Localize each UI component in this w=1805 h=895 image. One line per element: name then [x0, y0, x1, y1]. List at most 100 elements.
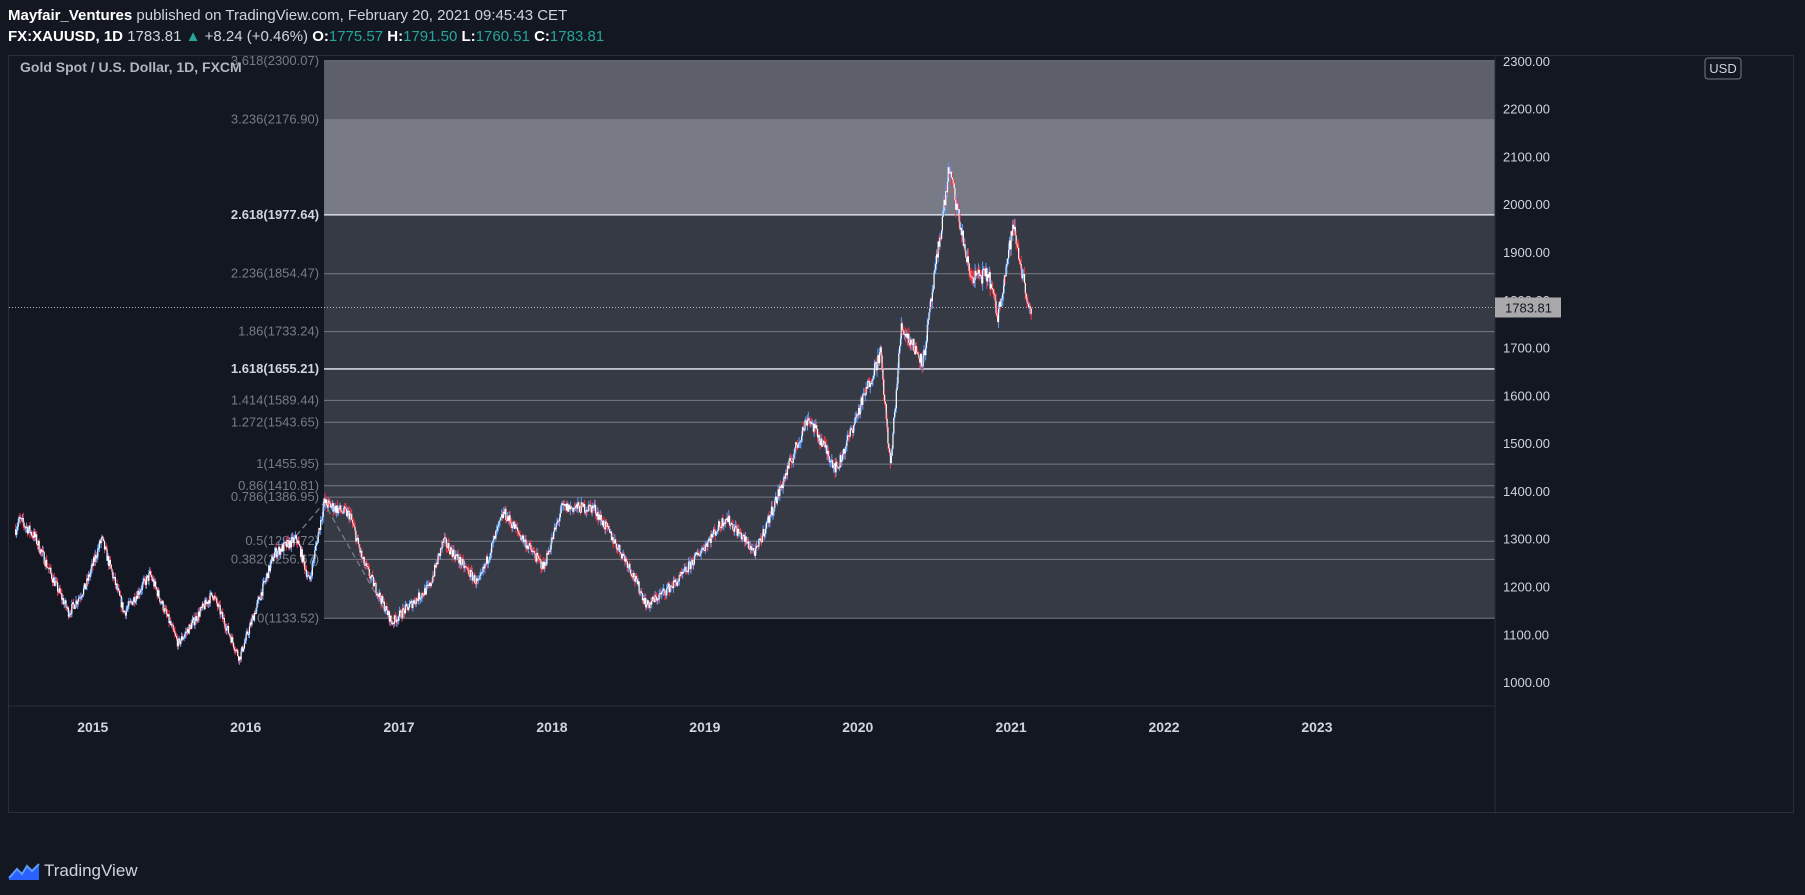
candle-body	[855, 417, 857, 419]
candle-body	[208, 600, 210, 604]
candle-body	[523, 540, 525, 543]
candle-body	[135, 595, 137, 601]
candle-body	[264, 580, 266, 582]
candle-body	[307, 575, 309, 577]
candle-body	[886, 418, 888, 428]
candle-body	[869, 383, 871, 387]
candle-body	[514, 524, 516, 529]
candle-body	[687, 570, 689, 572]
candle-body	[269, 563, 272, 572]
candle-body	[20, 517, 22, 519]
currency-label[interactable]: USD	[1709, 61, 1736, 76]
candle-body	[99, 540, 101, 544]
candle-body	[118, 588, 120, 591]
candle-body	[1005, 266, 1007, 277]
candle-body	[567, 503, 569, 512]
candle-body	[760, 540, 763, 543]
candle-body	[421, 593, 423, 598]
candle-body	[685, 567, 687, 572]
symbol-label[interactable]: FX:XAUUSD, 1D	[8, 28, 124, 45]
candle-body	[961, 227, 963, 236]
candle-body	[1016, 243, 1018, 245]
candle-body	[139, 592, 141, 595]
candle-body	[902, 329, 904, 331]
candle-body	[414, 603, 416, 605]
candle-body	[774, 500, 776, 508]
candle-body	[1028, 306, 1031, 308]
candle-body	[844, 448, 846, 454]
candle-body	[617, 547, 619, 550]
candle-body	[897, 368, 899, 384]
candle-body	[146, 575, 148, 577]
candle-body	[319, 528, 321, 530]
candle-body	[912, 338, 914, 345]
candle-body	[361, 557, 364, 559]
fibonacci-extension[interactable]: 3.618(2300.07) 3.236(2176.90) 2.618(1977.6…	[231, 56, 1495, 625]
candle-body	[599, 515, 602, 520]
candle-body	[358, 544, 360, 548]
candle-body	[108, 555, 110, 567]
candle-body	[883, 394, 886, 402]
candle-body	[565, 504, 567, 511]
candle-body	[497, 523, 499, 527]
candle-body	[1006, 263, 1008, 267]
candle-body	[992, 287, 994, 290]
candle-body	[658, 594, 660, 600]
author-link[interactable]: Mayfair_Ventures	[8, 7, 133, 24]
candle-body	[941, 216, 944, 231]
candle-body	[177, 639, 179, 647]
candle-body	[87, 578, 89, 581]
price-axis[interactable]: 1000.00 1100.00 1200.00 1300.00 1400.00 1500.…	[1494, 56, 1561, 814]
candle-body	[806, 419, 809, 426]
candle-body	[785, 473, 788, 476]
candle-body	[722, 518, 724, 527]
candle-body	[219, 605, 221, 615]
candle-body	[419, 598, 422, 600]
candle-body	[105, 546, 107, 549]
candle-body	[65, 600, 67, 608]
candle-body	[275, 548, 277, 558]
candle-body	[36, 534, 38, 544]
candle-body	[399, 610, 401, 612]
candle-body	[387, 610, 389, 616]
candle-body	[408, 603, 411, 608]
candle-body	[983, 268, 985, 270]
candle-body	[577, 502, 579, 509]
candle-body	[602, 520, 604, 526]
candle-body	[447, 543, 449, 548]
candle-body	[853, 423, 856, 426]
price-change: +8.24 (+0.46%)	[204, 28, 309, 45]
tradingview-logo-icon[interactable]	[8, 861, 40, 881]
close-label: C:	[534, 28, 550, 45]
candle-body	[849, 428, 851, 437]
candle-body	[697, 553, 699, 555]
candle-body	[27, 529, 29, 534]
candle-body	[1030, 308, 1032, 314]
chart-panel[interactable]: 3.618(2300.07) 3.236(2176.90) 2.618(1977.6…	[8, 55, 1795, 814]
candle-body	[972, 277, 975, 284]
candle-body	[728, 515, 731, 526]
candle-body	[46, 559, 48, 568]
time-axis[interactable]: 2015 2016 2017 2018 2019 2020 2021 2022 2023	[9, 705, 1495, 735]
candle-body	[815, 425, 817, 429]
currency-button[interactable]: USD	[1704, 57, 1742, 80]
candle-body	[893, 417, 895, 434]
candle-body	[772, 512, 774, 516]
candle-body	[556, 522, 558, 525]
tradingview-brand[interactable]: TradingView	[44, 861, 138, 880]
candle-body	[101, 536, 103, 539]
candle-body	[459, 556, 461, 564]
candle-body	[847, 435, 849, 441]
candle-body	[333, 510, 335, 512]
candle-body	[214, 596, 216, 598]
currency-button-frame[interactable]	[1704, 57, 1742, 80]
candle-body	[470, 570, 472, 577]
price-chart[interactable]: 3.618(2300.07) 3.236(2176.90) 2.618(1977.6…	[9, 56, 1795, 814]
candle-body	[770, 514, 772, 516]
candle-body	[295, 535, 297, 541]
candle-body	[986, 267, 988, 282]
candle-body	[721, 518, 723, 529]
candle-body	[223, 618, 225, 624]
candle-body	[900, 323, 902, 339]
candle-body	[761, 535, 763, 543]
